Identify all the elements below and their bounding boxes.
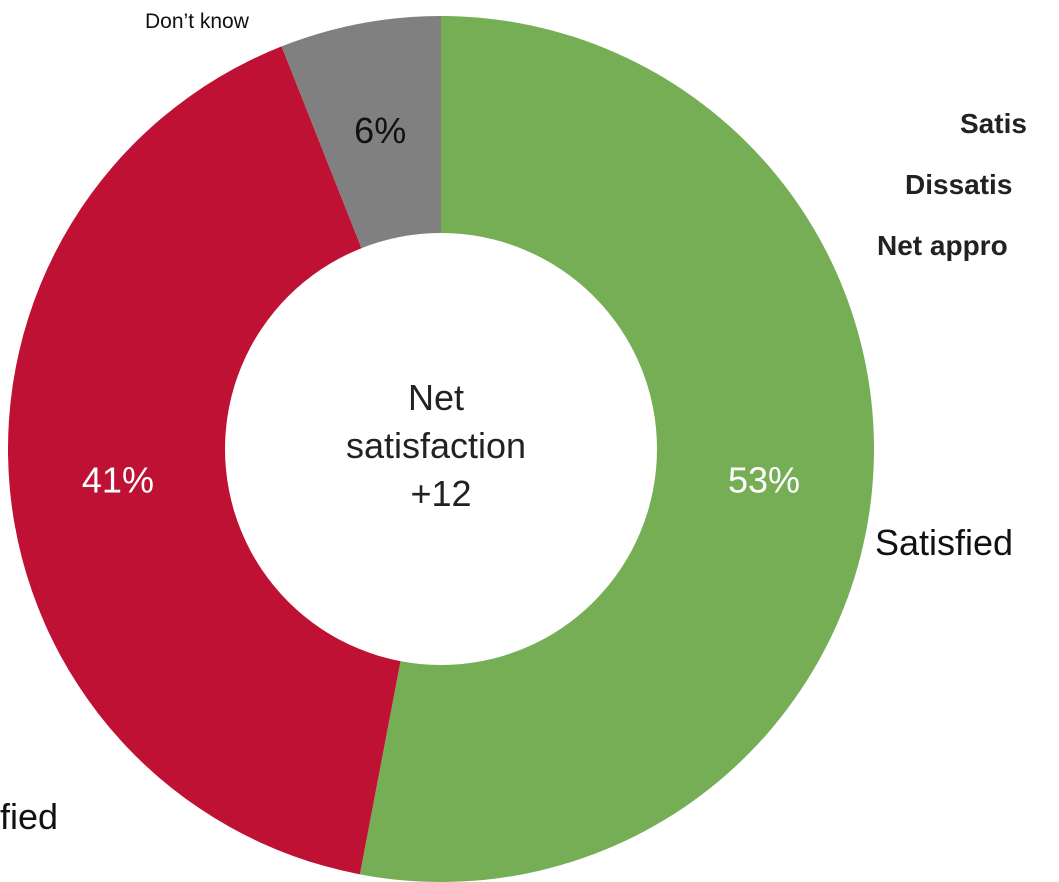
value-label-dissatisfied: 41% (82, 460, 154, 501)
slice-label-dissatisfied: fied (0, 796, 59, 837)
side-label-satisfied: Satis (960, 108, 1027, 139)
slice-label-dont-know: Don’t know (145, 10, 249, 33)
value-label-satisfied: 53% (728, 460, 800, 501)
slice-label-satisfied: Satisfied (875, 522, 1014, 563)
donut-hole (225, 233, 657, 665)
center-text-line-2: satisfaction (346, 425, 526, 466)
side-label-net-approval: Net appro (877, 230, 1008, 261)
slice-dissatisfied (8, 46, 442, 875)
value-label-don-t-know: 6% (354, 110, 406, 151)
slice-value-labels: 53% 41% 6% (82, 110, 800, 500)
center-text: Net satisfaction +12 (346, 377, 536, 514)
center-text-line-1: Net (408, 377, 464, 418)
side-label-dissatisfied: Dissatis (905, 169, 1013, 200)
center-text-line-3: +12 (410, 473, 471, 514)
